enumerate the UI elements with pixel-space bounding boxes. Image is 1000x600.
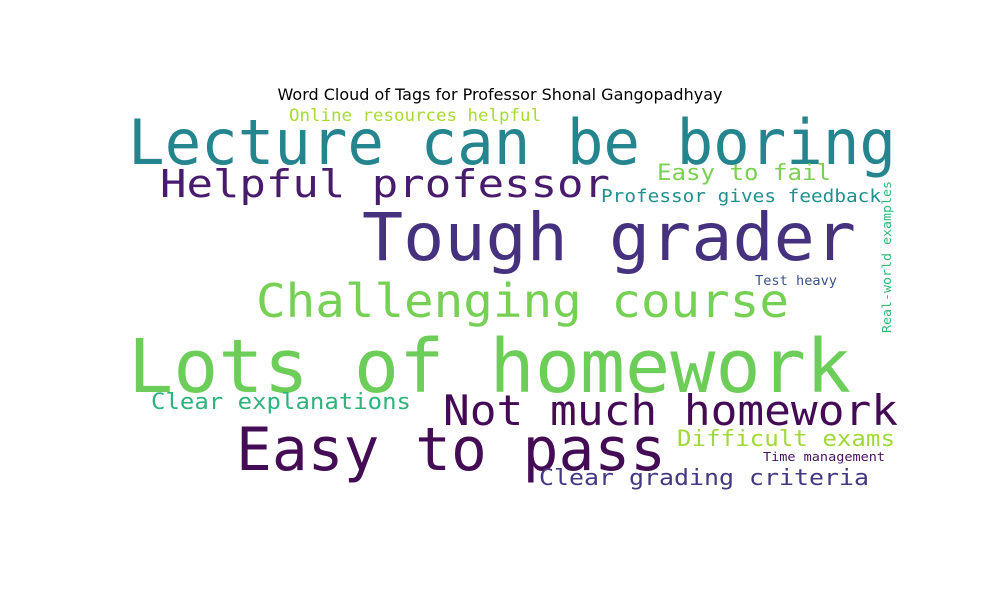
word-cloud-term: Lots of homework <box>128 324 851 410</box>
word-cloud-term: Real-world examples <box>880 181 894 333</box>
word-cloud-term: Clear explanations <box>151 390 411 415</box>
word-cloud-term: Not much homework <box>443 386 898 435</box>
word-cloud-term: Easy to pass <box>236 415 666 485</box>
word-cloud-term: Time management <box>763 450 885 464</box>
word-cloud-term: Lecture can be boring <box>128 106 896 179</box>
word-cloud-term: Helpful professor <box>160 162 610 206</box>
word-cloud-term: Professor gives feedback <box>601 186 881 207</box>
word-cloud-term: Online resources helpful <box>289 106 541 126</box>
chart-title: Word Cloud of Tags for Professor Shonal … <box>277 85 723 104</box>
word-cloud-term: Clear grading criteria <box>539 466 869 491</box>
word-cloud-term: Test heavy <box>755 274 837 289</box>
word-cloud-term: Easy to fail <box>657 161 831 186</box>
word-cloud-term: Tough grader <box>362 199 856 276</box>
word-cloud-term: Difficult exams <box>677 427 895 452</box>
word-cloud-term: Challenging course <box>256 274 789 328</box>
